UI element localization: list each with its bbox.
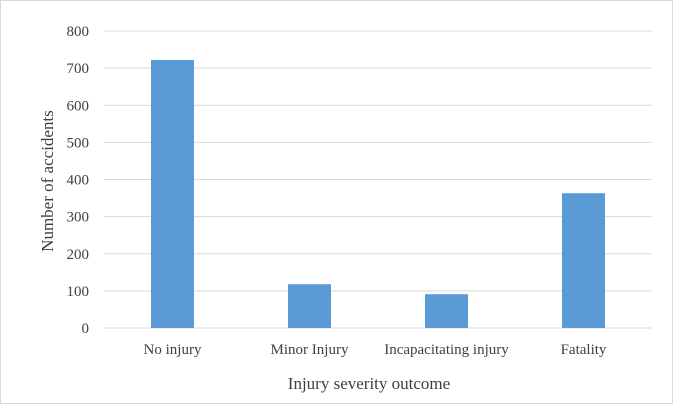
- x-tick-label: Minor Injury: [271, 342, 349, 358]
- y-tick-label: 500: [67, 135, 90, 151]
- grid-lines: [104, 30, 652, 329]
- y-axis-title: Number of accidents: [38, 110, 57, 252]
- y-tick-label: 700: [67, 61, 90, 77]
- x-tick-label: No injury: [144, 342, 202, 358]
- bars: [151, 59, 605, 329]
- x-axis-title: Injury severity outcome: [288, 374, 450, 393]
- y-tick-label: 600: [67, 98, 90, 114]
- y-tick-label: 100: [67, 284, 90, 300]
- y-tick-label: 300: [67, 210, 90, 226]
- bar: [151, 59, 194, 329]
- bar: [425, 294, 468, 328]
- y-axis-ticks: 0 100 200 300 400 500 600 700 800: [67, 24, 90, 337]
- y-tick-label: 400: [67, 173, 90, 189]
- bar: [562, 193, 605, 328]
- y-tick-label: 200: [67, 247, 90, 263]
- y-tick-label: 0: [82, 321, 90, 337]
- bar: [288, 284, 331, 328]
- x-tick-label: Incapacitating injury: [384, 342, 509, 358]
- y-tick-label: 800: [67, 24, 90, 40]
- x-tick-label: Fatality: [561, 342, 607, 358]
- x-axis-ticks: No injury Minor Injury Incapacitating inju…: [144, 342, 607, 358]
